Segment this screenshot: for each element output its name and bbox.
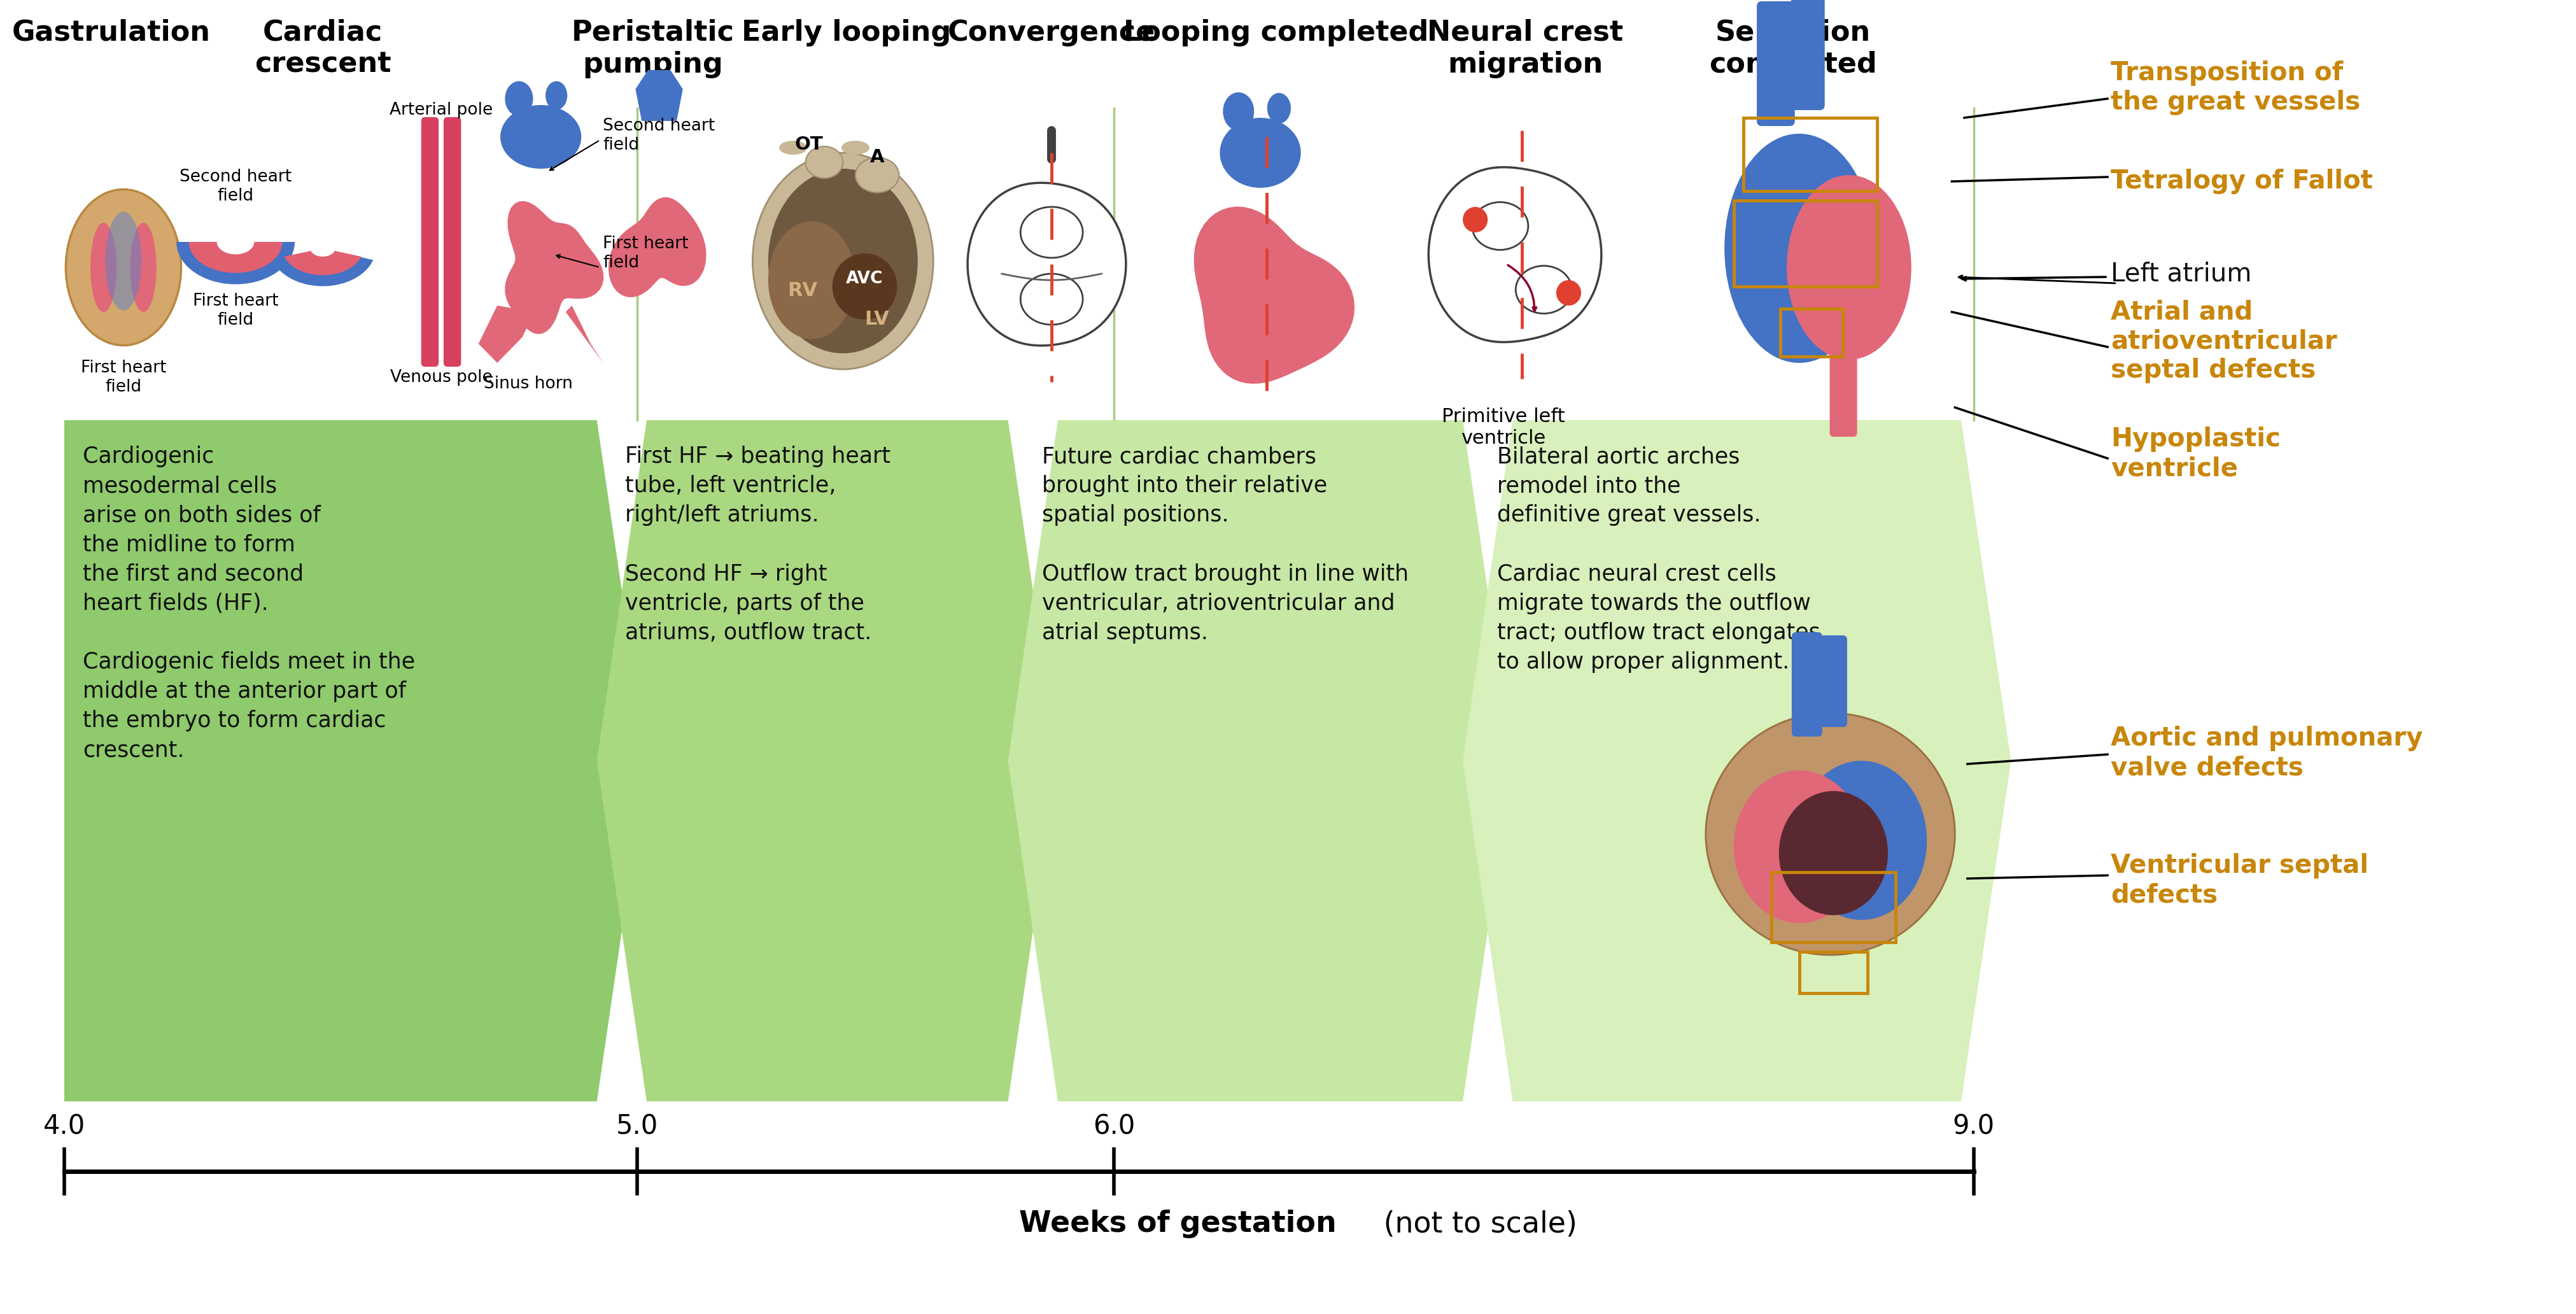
Text: Sinus horn: Sinus horn — [484, 376, 572, 392]
Text: Second heart
field: Second heart field — [603, 118, 716, 154]
Ellipse shape — [1723, 134, 1873, 363]
Ellipse shape — [1795, 761, 1927, 920]
FancyBboxPatch shape — [1790, 632, 1821, 737]
Ellipse shape — [67, 189, 180, 346]
Text: Cardiac
crescent: Cardiac crescent — [255, 20, 392, 78]
Text: Peristaltic
pumping: Peristaltic pumping — [572, 20, 734, 78]
Polygon shape — [567, 306, 603, 363]
Ellipse shape — [1020, 273, 1082, 325]
Polygon shape — [636, 70, 683, 121]
Polygon shape — [64, 420, 647, 1101]
Circle shape — [1463, 206, 1486, 233]
Ellipse shape — [131, 223, 157, 311]
Text: First HF → beating heart
tube, left ventricle,
right/left atriums.

Second HF → : First HF → beating heart tube, left vent… — [626, 445, 891, 644]
Ellipse shape — [1218, 118, 1301, 188]
Circle shape — [832, 254, 896, 319]
FancyBboxPatch shape — [1819, 636, 1847, 727]
Text: Second heart
field: Second heart field — [180, 168, 291, 205]
Ellipse shape — [90, 223, 116, 311]
Text: First heart
field: First heart field — [603, 235, 688, 271]
FancyBboxPatch shape — [1829, 356, 1857, 436]
Text: Arterial pole: Arterial pole — [389, 102, 492, 118]
Text: A: A — [871, 148, 884, 166]
Circle shape — [1556, 280, 1582, 306]
Text: 5.0: 5.0 — [616, 1113, 659, 1139]
Ellipse shape — [842, 141, 868, 155]
Ellipse shape — [1705, 714, 1955, 955]
Ellipse shape — [768, 221, 855, 339]
Text: Venous pole: Venous pole — [389, 369, 492, 386]
Text: Tetralogy of Fallot: Tetralogy of Fallot — [2110, 168, 2372, 194]
Text: 6.0: 6.0 — [1092, 1113, 1136, 1139]
Ellipse shape — [806, 146, 842, 179]
Text: Convergence: Convergence — [948, 20, 1154, 46]
Text: First heart
field: First heart field — [193, 293, 278, 328]
Ellipse shape — [500, 105, 582, 168]
Ellipse shape — [855, 158, 899, 193]
Text: 9.0: 9.0 — [1953, 1113, 1994, 1139]
Ellipse shape — [1267, 93, 1291, 124]
Text: Hypoplastic
ventricle: Hypoplastic ventricle — [2110, 427, 2280, 481]
Text: Future cardiac chambers
brought into their relative
spatial positions.

Outflow : Future cardiac chambers brought into the… — [1043, 445, 1409, 644]
Text: Septation
completed: Septation completed — [1708, 20, 1875, 78]
Polygon shape — [598, 420, 1059, 1101]
FancyBboxPatch shape — [1790, 0, 1824, 110]
Ellipse shape — [505, 81, 533, 116]
FancyBboxPatch shape — [1757, 1, 1795, 126]
Ellipse shape — [1777, 791, 1888, 915]
Ellipse shape — [768, 168, 917, 353]
Text: AVC: AVC — [845, 271, 884, 288]
Polygon shape — [1007, 420, 1512, 1101]
Text: Weeks of gestation: Weeks of gestation — [1020, 1210, 1337, 1238]
Polygon shape — [969, 183, 1126, 346]
Polygon shape — [188, 242, 283, 273]
Polygon shape — [608, 197, 706, 297]
Text: Bilateral aortic arches
remodel into the
definitive great vessels.

Cardiac neur: Bilateral aortic arches remodel into the… — [1497, 445, 1819, 673]
Polygon shape — [273, 255, 374, 286]
Text: Primitive left
ventricle: Primitive left ventricle — [1443, 407, 1564, 447]
Ellipse shape — [752, 152, 933, 369]
Ellipse shape — [778, 141, 806, 155]
Text: 4.0: 4.0 — [44, 1113, 85, 1139]
Polygon shape — [1427, 167, 1602, 342]
Ellipse shape — [546, 81, 567, 110]
Text: LV: LV — [866, 310, 889, 328]
Text: Early looping: Early looping — [742, 20, 951, 46]
Ellipse shape — [1020, 206, 1082, 258]
Polygon shape — [505, 201, 603, 334]
Text: (not to scale): (not to scale) — [1373, 1210, 1577, 1238]
Text: Atrial and
atrioventricular
septal defects: Atrial and atrioventricular septal defec… — [2110, 300, 2336, 384]
Ellipse shape — [1515, 265, 1571, 314]
FancyBboxPatch shape — [443, 117, 461, 367]
Polygon shape — [1463, 420, 2009, 1101]
Text: Aortic and pulmonary
valve defects: Aortic and pulmonary valve defects — [2110, 725, 2421, 781]
Text: Ventricular septal
defects: Ventricular septal defects — [2110, 853, 2367, 908]
Text: Transposition of
the great vessels: Transposition of the great vessels — [2110, 60, 2360, 116]
Ellipse shape — [106, 212, 142, 310]
FancyBboxPatch shape — [420, 117, 438, 367]
Text: Looping completed: Looping completed — [1123, 20, 1427, 46]
Ellipse shape — [1785, 175, 1911, 360]
Polygon shape — [175, 242, 294, 284]
Text: Left atrium: Left atrium — [2110, 261, 2251, 286]
Ellipse shape — [1734, 770, 1865, 924]
Text: First heart
field: First heart field — [80, 360, 167, 396]
Text: OT: OT — [793, 135, 822, 154]
Ellipse shape — [1224, 92, 1255, 130]
Polygon shape — [283, 251, 361, 275]
Text: Gastrulation: Gastrulation — [13, 20, 211, 46]
Ellipse shape — [1471, 202, 1528, 250]
Polygon shape — [479, 306, 533, 363]
Text: Cardiogenic
mesodermal cells
arise on both sides of
the midline to form
the firs: Cardiogenic mesodermal cells arise on bo… — [82, 445, 415, 761]
Text: RV: RV — [788, 281, 817, 300]
Polygon shape — [1193, 206, 1355, 384]
Text: Neural crest
migration: Neural crest migration — [1427, 20, 1623, 78]
